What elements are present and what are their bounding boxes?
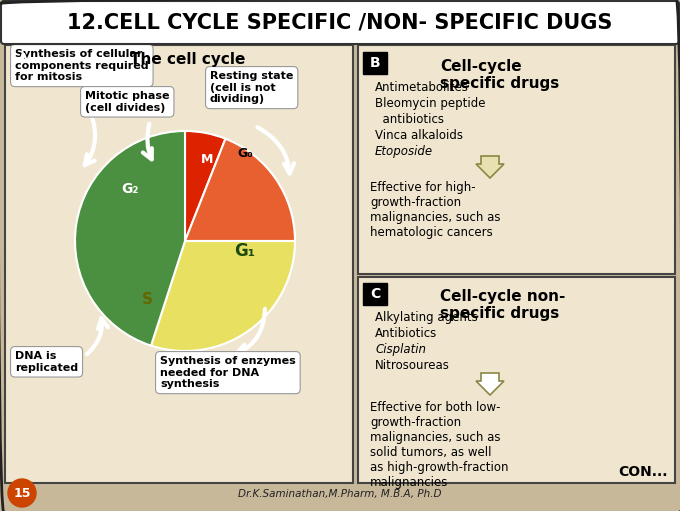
Text: A: A [18,52,29,66]
Text: M: M [201,152,214,166]
Text: CON...: CON... [619,465,668,479]
Text: Dr.K.Saminathan,M.Pharm, M.B.A, Ph.D: Dr.K.Saminathan,M.Pharm, M.B.A, Ph.D [238,489,442,499]
Wedge shape [185,138,295,241]
FancyBboxPatch shape [5,45,353,483]
Text: G₂: G₂ [121,182,139,196]
FancyBboxPatch shape [11,48,35,70]
Text: Alkylating agents: Alkylating agents [375,311,478,324]
FancyBboxPatch shape [363,283,387,305]
Text: Mitotic phase
(cell divides): Mitotic phase (cell divides) [85,91,169,112]
Text: G₁: G₁ [235,242,256,260]
Text: DNA is
replicated: DNA is replicated [15,351,78,373]
Text: Synthesis of enzymes
needed for DNA
synthesis: Synthesis of enzymes needed for DNA synt… [160,356,296,389]
Text: Cisplatin: Cisplatin [375,343,426,356]
Text: Resting state
(cell is not
dividing): Resting state (cell is not dividing) [210,71,293,104]
Text: Nitrosoureas: Nitrosoureas [375,359,450,372]
Text: Etoposide: Etoposide [375,145,433,158]
Text: Cell-cycle non-
specific drugs: Cell-cycle non- specific drugs [440,289,565,321]
Text: Effective for both low-
growth-fraction
malignancies, such as
solid tumors, as w: Effective for both low- growth-fraction … [370,401,509,489]
Wedge shape [75,131,185,345]
FancyBboxPatch shape [363,52,387,74]
Wedge shape [151,241,295,351]
FancyBboxPatch shape [358,45,675,274]
Circle shape [8,479,36,507]
Text: Synthesis of cellular
components required
for mitosis: Synthesis of cellular components require… [15,49,149,82]
Text: Vinca alkaloids: Vinca alkaloids [375,129,463,142]
FancyBboxPatch shape [358,277,675,483]
FancyBboxPatch shape [1,1,679,44]
Text: G₀: G₀ [237,147,253,159]
Text: Cell-cycle
specific drugs: Cell-cycle specific drugs [440,59,559,91]
Text: B: B [370,56,380,70]
Text: The cell cycle: The cell cycle [130,52,245,66]
Text: S: S [141,291,152,307]
Text: 15: 15 [13,486,31,499]
FancyArrow shape [476,373,504,395]
Text: 12.CELL CYCLE SPECIFIC /NON- SPECIFIC DUGS: 12.CELL CYCLE SPECIFIC /NON- SPECIFIC DU… [67,12,613,32]
Text: Antibiotics: Antibiotics [375,327,437,340]
FancyArrow shape [476,156,504,178]
Text: Effective for high-
growth-fraction
malignancies, such as
hematologic cancers: Effective for high- growth-fraction mali… [370,181,500,239]
Text: C: C [370,287,380,301]
Text: Bleomycin peptide: Bleomycin peptide [375,97,486,110]
Text: antibiotics: antibiotics [375,113,444,126]
Wedge shape [185,131,226,241]
Text: Antimetabolites: Antimetabolites [375,81,469,94]
